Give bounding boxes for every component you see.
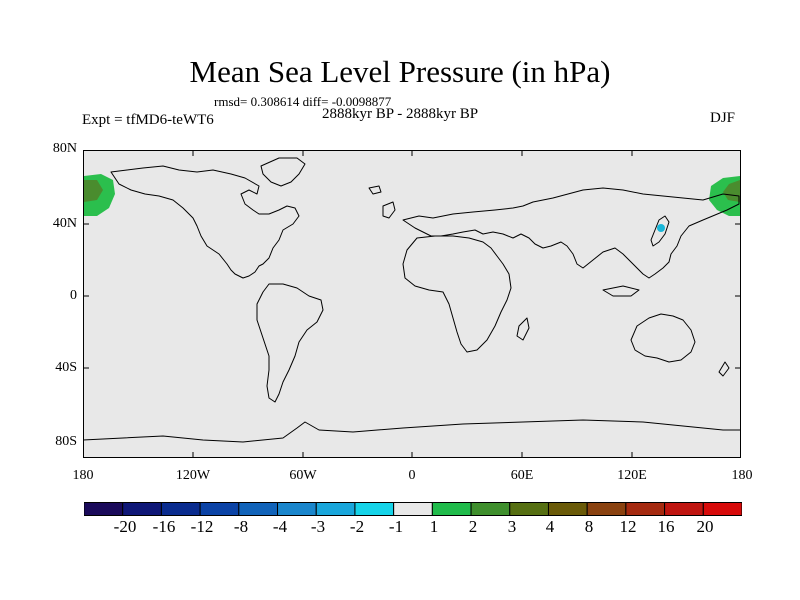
lat-label-80s: 80S	[55, 434, 77, 449]
colorbar-swatch	[431, 502, 472, 516]
coastline-iceland	[368, 185, 382, 195]
map-background	[83, 150, 741, 458]
anomaly-core-east	[723, 180, 740, 202]
colorbar-label: 8	[584, 517, 594, 536]
world-map	[83, 150, 741, 458]
chart-title: Mean Sea Level Pressure (in hPa)	[189, 54, 611, 89]
coastline-new-zealand	[718, 361, 730, 377]
anomaly-shading	[84, 174, 740, 232]
colorbar-label: -12	[190, 517, 214, 536]
colorbar-swatch	[393, 502, 433, 516]
colorbar-label: -1	[388, 517, 404, 536]
colorbar-swatch	[122, 502, 162, 516]
colorbar-swatch	[238, 502, 279, 516]
lat-label-0: 0	[70, 288, 77, 303]
coastline-north-america	[110, 165, 300, 279]
colorbar	[84, 502, 742, 516]
coastline-greenland	[260, 157, 306, 187]
colorbar-swatch	[470, 502, 511, 516]
colorbar-label: 3	[507, 517, 517, 536]
season-label: DJF	[710, 110, 736, 126]
colorbar-label: 12	[619, 517, 637, 536]
colorbar-label: 2	[468, 517, 478, 536]
coastline-antarctica	[83, 419, 741, 443]
colorbar-swatch	[509, 502, 549, 516]
lon-label-120e: 120E	[617, 468, 647, 483]
coastlines	[83, 157, 741, 443]
colorbar-swatch	[586, 502, 627, 516]
stats-line: rmsd= 0.308614 diff= -0.0098877	[214, 94, 392, 109]
experiment-label: Expt = tfMD6-teWT6	[82, 112, 214, 128]
colorbar-label: -16	[152, 517, 176, 536]
coastline-madagascar	[516, 317, 530, 341]
lat-label-40s: 40S	[55, 360, 77, 375]
colorbar-label: -2	[349, 517, 365, 536]
colorbar-swatch	[547, 502, 588, 516]
anomaly-spot-japan	[657, 224, 665, 232]
lon-label-120w: 120W	[175, 468, 211, 483]
colorbar-label: -8	[233, 517, 249, 536]
colorbar-swatch	[354, 502, 395, 516]
colorbar-label: 1	[429, 517, 439, 536]
lon-label-0: 0	[408, 468, 416, 483]
lon-label-180e: 180	[731, 468, 753, 483]
coastline-japan	[650, 215, 670, 247]
coastline-africa	[402, 235, 512, 353]
lon-label-60w: 60W	[289, 468, 317, 483]
coastline-indonesia	[602, 285, 640, 297]
lat-label-40n: 40N	[52, 216, 77, 231]
colorbar-swatch	[160, 502, 201, 516]
colorbar-label: -20	[113, 517, 137, 536]
colorbar-swatch	[277, 502, 317, 516]
colorbar-swatch	[664, 502, 704, 516]
coastline-australia	[630, 313, 696, 363]
colorbar-swatch	[702, 502, 742, 516]
colorbar-label: 4	[545, 517, 555, 536]
colorbar-label: 16	[657, 517, 675, 536]
lon-label-60e: 60E	[510, 468, 534, 483]
coastline-british-isles	[382, 201, 396, 219]
lon-label-180w: 180	[72, 468, 94, 483]
colorbar-swatch	[199, 502, 240, 516]
period-label: 2888kyr BP - 2888kyr BP	[322, 106, 479, 122]
coastline-south-america	[256, 283, 324, 403]
colorbar-swatch	[84, 502, 124, 516]
lat-label-80n: 80N	[52, 141, 77, 156]
colorbar-label: -4	[272, 517, 288, 536]
coastline-eurasia	[402, 187, 740, 279]
axis-ticks	[83, 150, 741, 458]
colorbar-label: -3	[310, 517, 326, 536]
colorbar-label: 20	[696, 517, 714, 536]
colorbar-swatch	[625, 502, 666, 516]
colorbar-swatch	[315, 502, 356, 516]
anomaly-core-west	[84, 180, 103, 202]
